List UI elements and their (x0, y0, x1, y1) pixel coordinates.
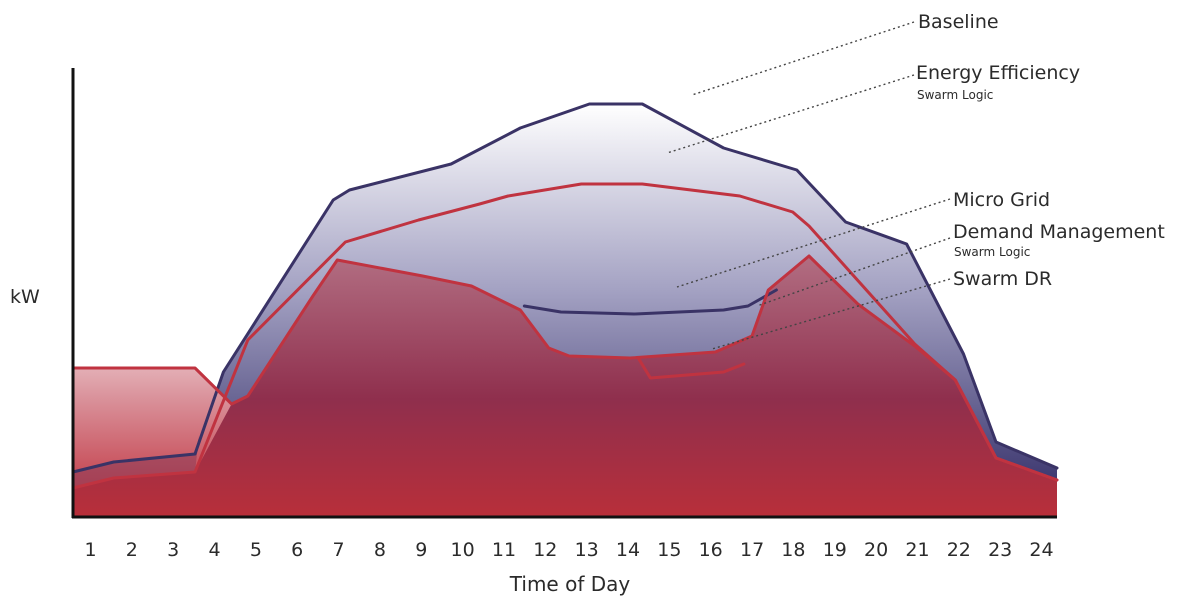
energy-efficiency-leader (666, 74, 915, 154)
swarm-dr-leader (711, 278, 951, 350)
swarm-dr-line (636, 356, 746, 380)
x-tick-label: 8 (374, 539, 386, 561)
swarm-dr-annotation: Swarm DR (953, 268, 1052, 290)
x-tick-label: 14 (616, 539, 640, 561)
demand-management-line (71, 254, 1059, 482)
demand-management-leader (756, 237, 951, 307)
x-tick-label: 2 (126, 539, 138, 561)
x-tick-label: 18 (781, 539, 805, 561)
x-tick-labels: 1 2 3 4 5 6 7 8 9 10 11 12 13 14 15 16 17 18 19 20 21 22 23 24 (84, 539, 1053, 561)
x-tick-label: 10 (451, 539, 475, 561)
series-lines-layer (71, 102, 1059, 490)
x-tick-label: 3 (167, 539, 179, 561)
x-tick-label: 19 (823, 539, 847, 561)
x-axis-label: Time of Day (509, 572, 631, 596)
demand-management-subtitle: Swarm Logic (954, 245, 1030, 259)
energy-efficiency-subtitle: Swarm Logic (917, 88, 993, 102)
micro-grid-line (522, 288, 778, 316)
x-tick-label: 21 (905, 539, 929, 561)
area-layer (73, 104, 1057, 516)
x-tick-label: 20 (864, 539, 888, 561)
x-tick-label: 9 (415, 539, 427, 561)
x-tick-label: 23 (988, 539, 1012, 561)
x-tick-label: 16 (699, 539, 723, 561)
demand-management-shift-area (73, 368, 248, 488)
x-tick-label: 7 (333, 539, 345, 561)
x-tick-label: 24 (1029, 539, 1053, 561)
x-tick-label: 15 (657, 539, 681, 561)
demand-management-area (73, 256, 1057, 516)
micro-grid-annotation: Micro Grid (953, 189, 1050, 211)
energy-efficiency-annotation: Energy Efficiency (916, 62, 1080, 84)
x-tick-label: 6 (291, 539, 303, 561)
x-tick-label: 1 (84, 539, 96, 561)
baseline-left-band (73, 436, 199, 488)
y-axis-label: kW (10, 286, 40, 308)
x-tick-label: 22 (947, 539, 971, 561)
demand-management-annotation: Demand Management (953, 221, 1165, 243)
x-tick-label: 11 (492, 539, 516, 561)
x-tick-label: 4 (208, 539, 220, 561)
series-annotations: Baseline Energy Efficiency Swarm Logic M… (666, 11, 1165, 350)
x-tick-label: 13 (575, 539, 599, 561)
baseline-leader (691, 21, 915, 96)
x-tick-label: 12 (533, 539, 557, 561)
x-tick-label: 5 (250, 539, 262, 561)
baseline-annotation: Baseline (918, 11, 999, 33)
baseline-line (71, 102, 1059, 474)
x-tick-label: 17 (740, 539, 764, 561)
